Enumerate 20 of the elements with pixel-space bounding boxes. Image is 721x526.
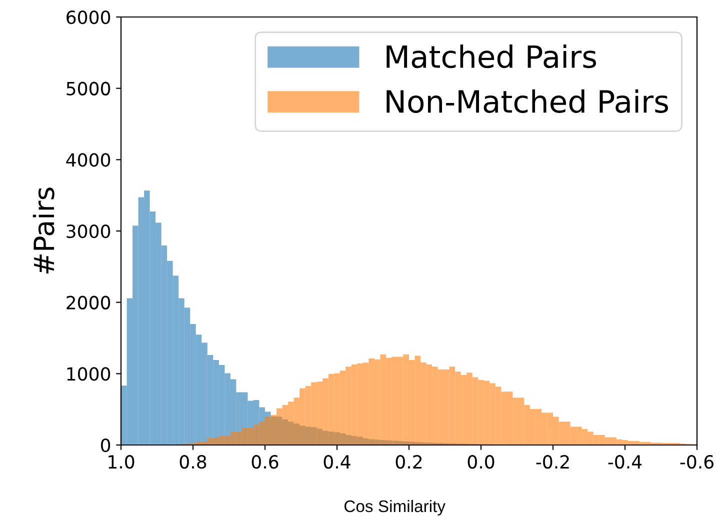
x-tick-label: -0.6 xyxy=(680,455,714,469)
y-tick-label: 3000 xyxy=(66,224,110,238)
y-tick-label: 4000 xyxy=(66,153,110,167)
x-tick-label: 0.4 xyxy=(324,455,350,469)
x-tick-label: -0.2 xyxy=(536,455,569,469)
x-tick-label: 0.6 xyxy=(252,455,278,469)
legend-label: Non-Matched Pairs xyxy=(386,89,668,113)
x-tick-label: -0.4 xyxy=(608,455,642,469)
x-tick-label: 0.2 xyxy=(396,455,422,469)
x-tick-label: 0.0 xyxy=(468,455,494,469)
y-tick-label: 5000 xyxy=(66,82,110,96)
legend-label: Matched Pairs xyxy=(386,44,596,68)
y-axis-title: #Pairs xyxy=(32,188,54,274)
x-axis-title: Cos Similarity xyxy=(344,500,446,516)
x-tick-label: 1.0 xyxy=(108,455,134,469)
y-tick-label: 6000 xyxy=(66,10,110,24)
y-tick-label: 1000 xyxy=(67,367,110,381)
y-tick-label: 2000 xyxy=(66,296,110,310)
y-tick-label: 0 xyxy=(100,438,110,452)
x-tick-label: 0.8 xyxy=(180,455,206,469)
